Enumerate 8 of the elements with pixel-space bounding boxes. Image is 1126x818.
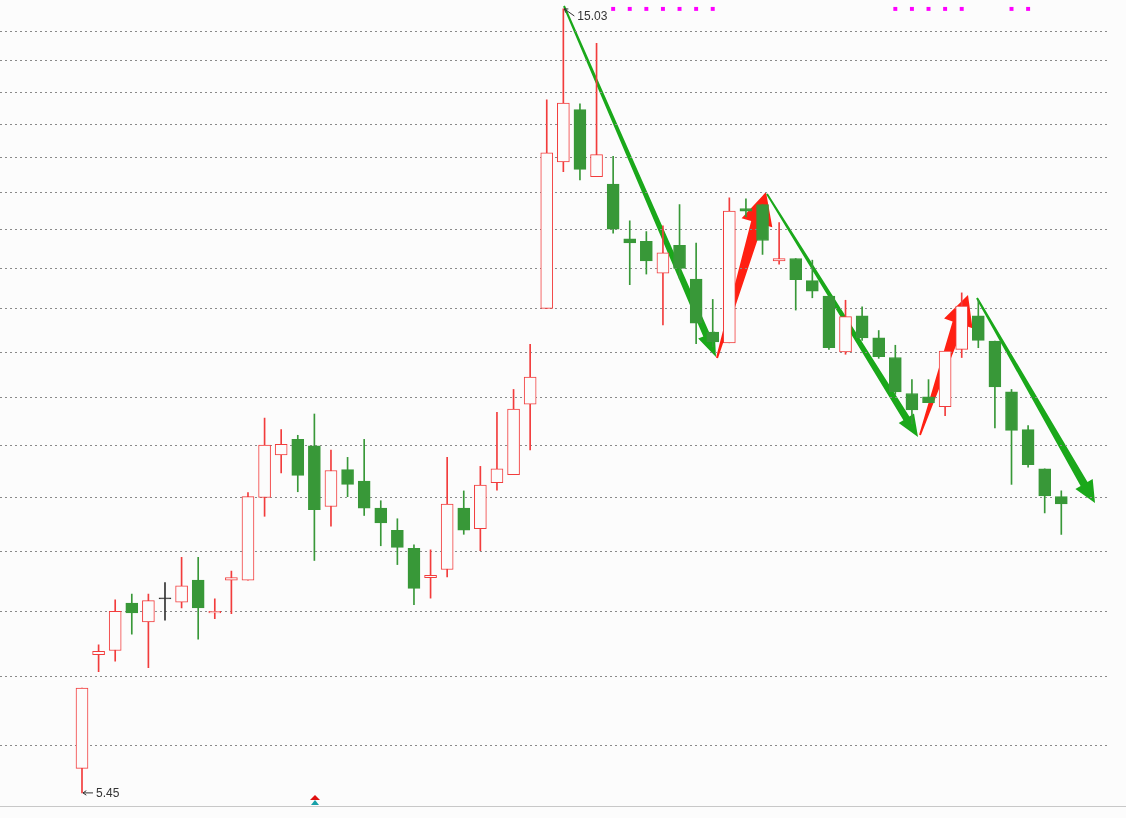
candlestick — [706, 299, 720, 348]
candlestick — [490, 412, 504, 491]
candlestick — [656, 225, 670, 326]
candlestick — [1054, 490, 1068, 535]
candlestick — [274, 429, 288, 474]
annotation: 5.45 — [96, 786, 120, 801]
candlestick — [158, 582, 172, 621]
annotation: 15.03 — [577, 9, 608, 24]
